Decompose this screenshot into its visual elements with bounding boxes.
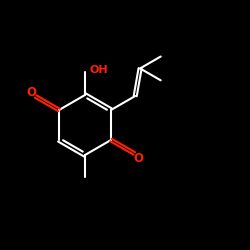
- Text: OH: OH: [89, 65, 108, 75]
- Text: O: O: [27, 86, 37, 99]
- Text: O: O: [133, 152, 143, 165]
